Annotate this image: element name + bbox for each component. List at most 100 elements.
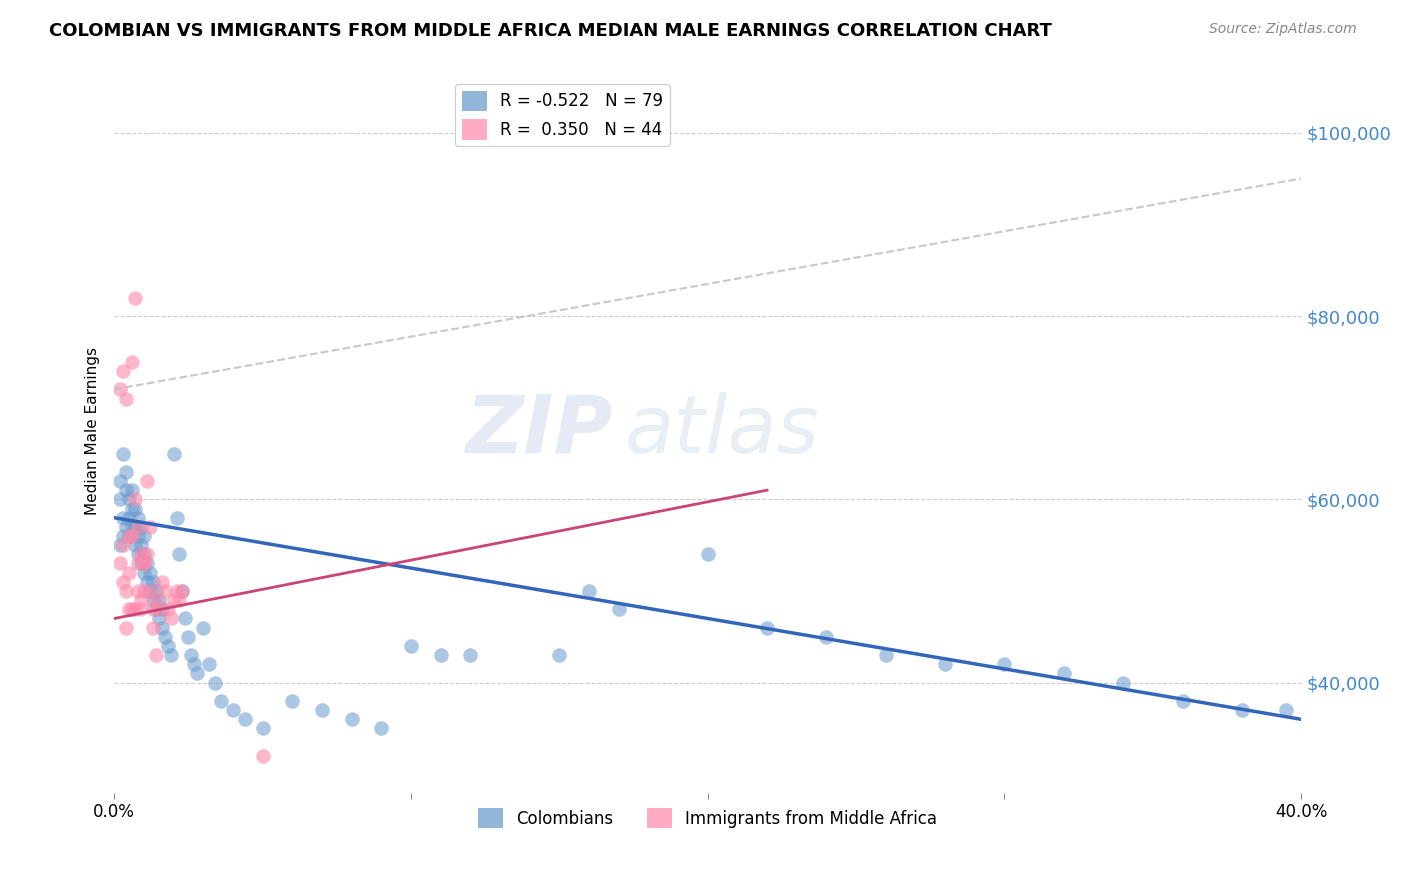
Point <box>132 566 155 580</box>
Point <box>696 547 718 561</box>
Point <box>204 675 226 690</box>
Legend: Colombians, Immigrants from Middle Africa: Colombians, Immigrants from Middle Afric… <box>471 801 943 835</box>
Point <box>135 547 157 561</box>
Point <box>177 630 200 644</box>
Point <box>118 529 141 543</box>
Point <box>127 584 149 599</box>
Point <box>127 547 149 561</box>
Point <box>169 593 191 607</box>
Point <box>281 694 304 708</box>
Point <box>115 584 138 599</box>
Point <box>108 474 131 488</box>
Point <box>607 602 630 616</box>
Point <box>150 574 173 589</box>
Point <box>121 520 143 534</box>
Point <box>132 557 155 571</box>
Point <box>172 584 194 599</box>
Point <box>162 446 184 460</box>
Point <box>183 657 205 672</box>
Point <box>129 538 152 552</box>
Point <box>118 510 141 524</box>
Point <box>121 501 143 516</box>
Point <box>145 584 167 599</box>
Point <box>159 611 181 625</box>
Y-axis label: Median Male Earnings: Median Male Earnings <box>86 347 100 515</box>
Point <box>124 291 146 305</box>
Point <box>142 621 165 635</box>
Point <box>150 621 173 635</box>
Point <box>756 621 779 635</box>
Point <box>252 749 274 764</box>
Point <box>108 492 131 507</box>
Point <box>169 547 191 561</box>
Point <box>875 648 897 662</box>
Text: ZIP: ZIP <box>465 392 613 469</box>
Point <box>121 529 143 543</box>
Point <box>1275 703 1298 717</box>
Text: COLOMBIAN VS IMMIGRANTS FROM MIDDLE AFRICA MEDIAN MALE EARNINGS CORRELATION CHAR: COLOMBIAN VS IMMIGRANTS FROM MIDDLE AFRI… <box>49 22 1052 40</box>
Point <box>108 382 131 396</box>
Text: atlas: atlas <box>624 392 820 469</box>
Point <box>121 602 143 616</box>
Point <box>112 529 135 543</box>
Point <box>148 593 170 607</box>
Point <box>370 722 392 736</box>
Point <box>129 602 152 616</box>
Point <box>112 510 135 524</box>
Text: Source: ZipAtlas.com: Source: ZipAtlas.com <box>1209 22 1357 37</box>
Point <box>127 557 149 571</box>
Point <box>118 566 141 580</box>
Point <box>222 703 245 717</box>
Point <box>429 648 451 662</box>
Point <box>118 529 141 543</box>
Point <box>193 621 215 635</box>
Point <box>399 639 422 653</box>
Point <box>815 630 838 644</box>
Point <box>162 593 184 607</box>
Point <box>934 657 956 672</box>
Point <box>124 602 146 616</box>
Point <box>139 520 162 534</box>
Point <box>132 557 155 571</box>
Point <box>156 602 179 616</box>
Point <box>112 538 135 552</box>
Point <box>124 492 146 507</box>
Point <box>340 712 363 726</box>
Point <box>153 630 176 644</box>
Point <box>112 574 135 589</box>
Point <box>993 657 1015 672</box>
Point <box>311 703 333 717</box>
Point <box>108 538 131 552</box>
Point <box>115 392 138 406</box>
Point <box>252 722 274 736</box>
Point <box>129 520 152 534</box>
Point <box>115 465 138 479</box>
Point <box>209 694 232 708</box>
Point <box>139 566 162 580</box>
Point <box>148 602 170 616</box>
Point <box>121 355 143 369</box>
Point <box>174 611 197 625</box>
Point <box>127 529 149 543</box>
Point <box>145 593 167 607</box>
Point <box>1171 694 1194 708</box>
Point <box>150 602 173 616</box>
Point <box>112 446 135 460</box>
Point <box>166 584 188 599</box>
Point <box>198 657 221 672</box>
Point <box>139 584 162 599</box>
Point <box>108 557 131 571</box>
Point <box>145 648 167 662</box>
Point <box>1230 703 1253 717</box>
Point <box>159 648 181 662</box>
Point <box>172 584 194 599</box>
Point <box>132 547 155 561</box>
Point <box>115 621 138 635</box>
Point <box>135 574 157 589</box>
Point <box>1112 675 1135 690</box>
Point <box>548 648 571 662</box>
Point <box>124 538 146 552</box>
Point <box>142 574 165 589</box>
Point <box>112 364 135 378</box>
Point <box>156 639 179 653</box>
